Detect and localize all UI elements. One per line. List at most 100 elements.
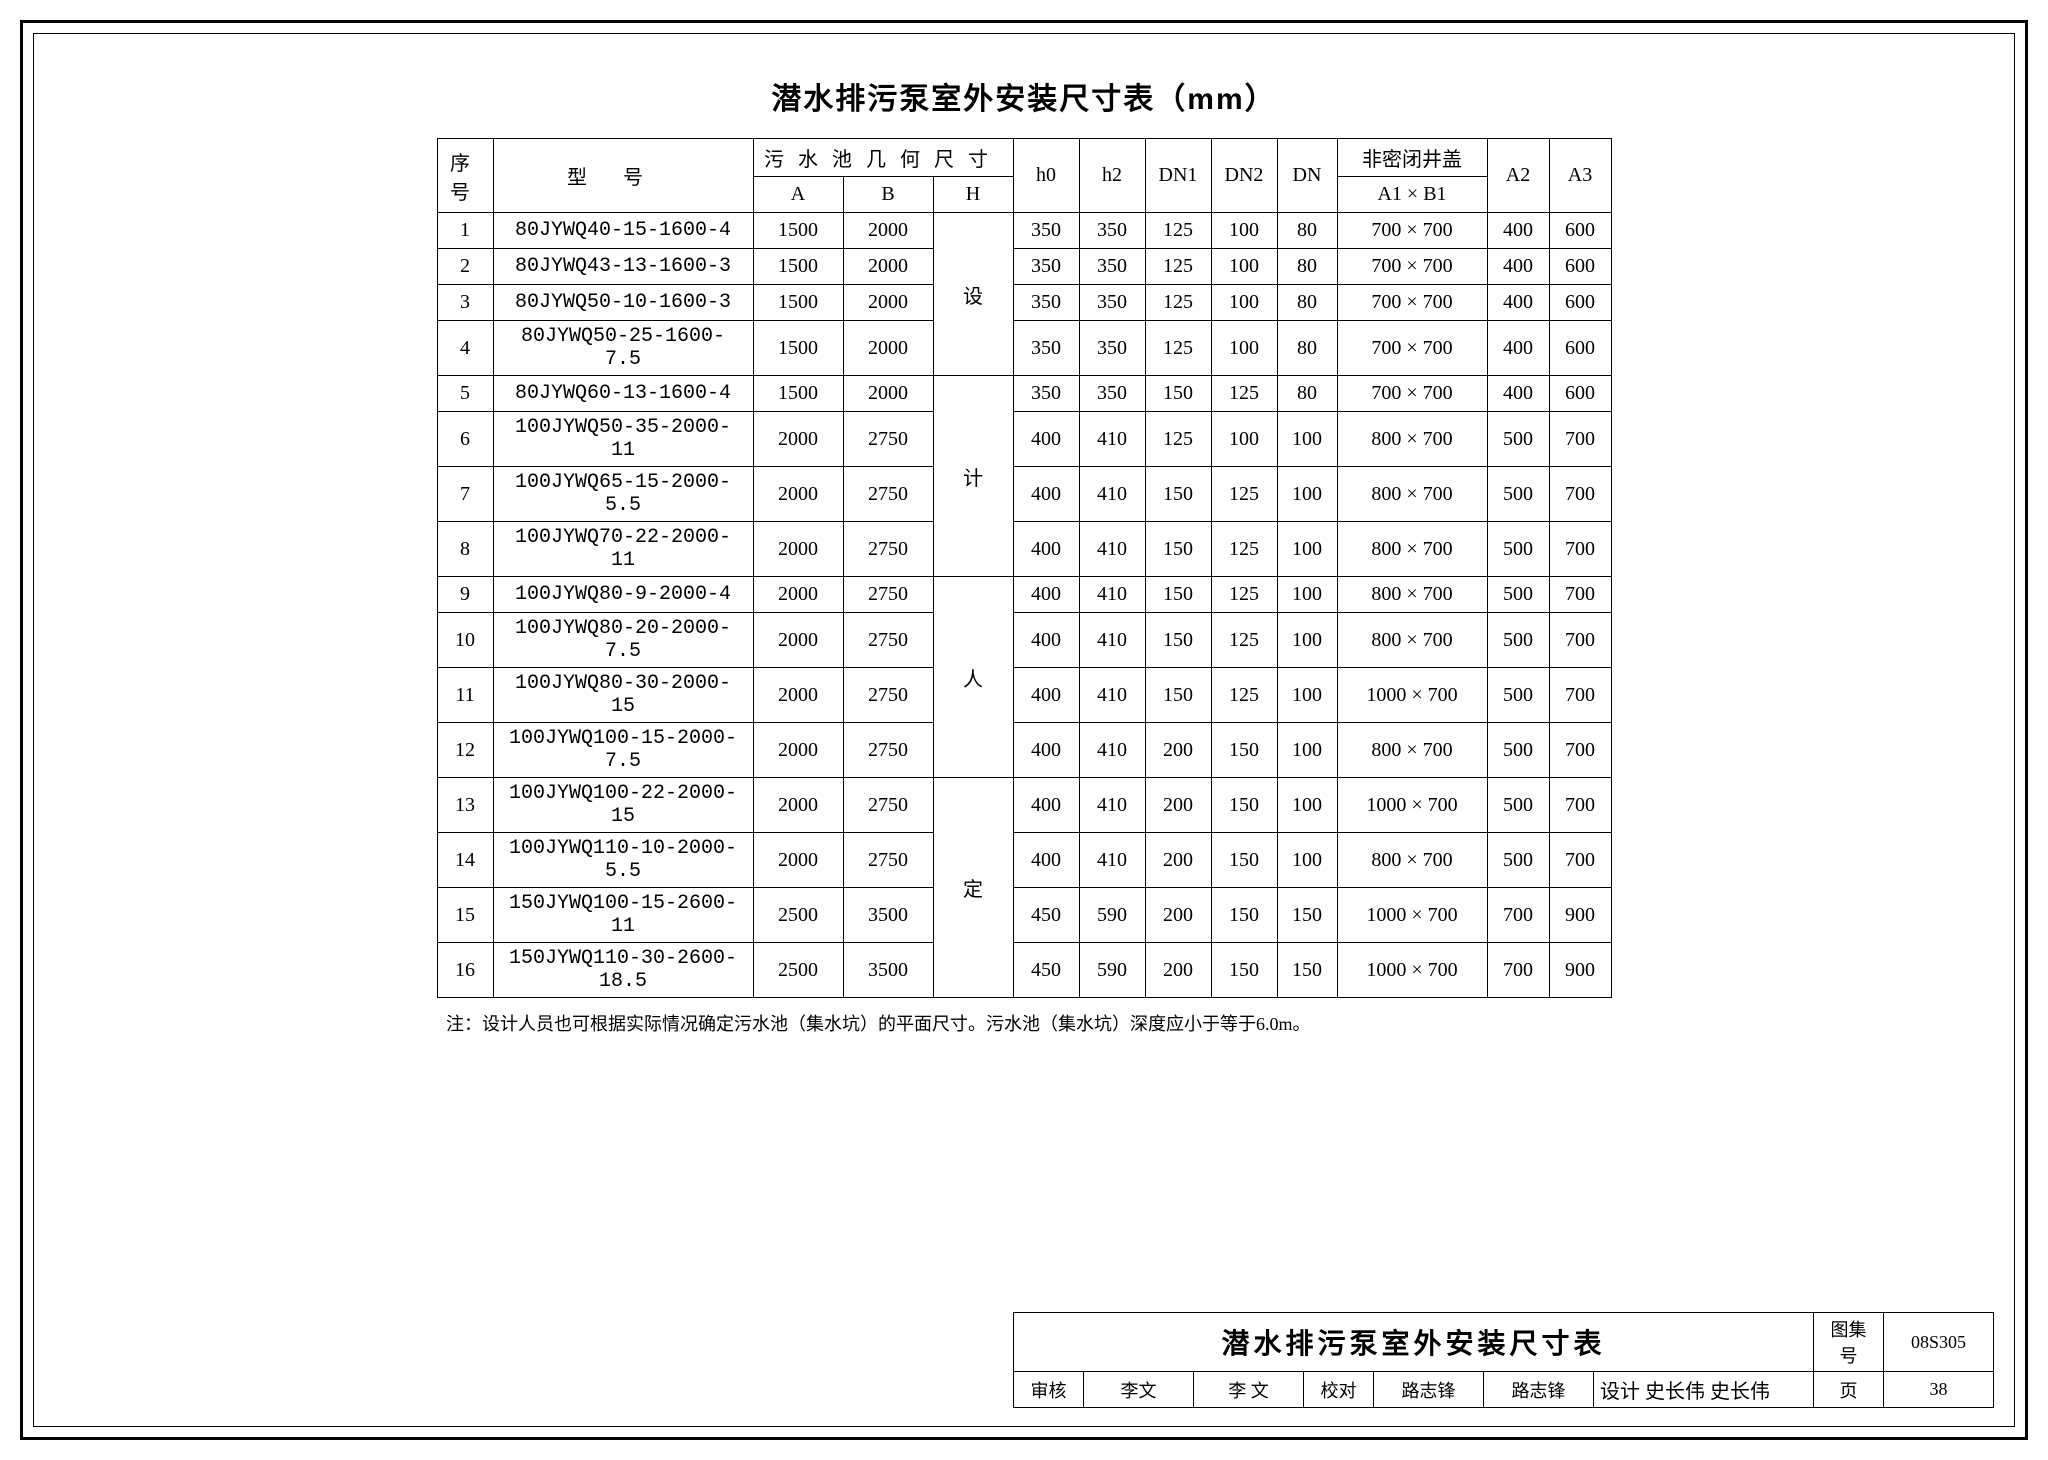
- cell-h0: 400: [1013, 412, 1079, 467]
- col-B: B: [843, 177, 933, 213]
- cell-model: 100JYWQ70-22-2000-11: [493, 522, 753, 577]
- cell-dn: 80: [1277, 249, 1337, 285]
- cell-seq: 15: [437, 888, 493, 943]
- cell-h2: 350: [1079, 249, 1145, 285]
- cell-h0: 350: [1013, 285, 1079, 321]
- cell-A: 2000: [753, 668, 843, 723]
- cell-model: 80JYWQ50-25-1600-7.5: [493, 321, 753, 376]
- cell-dn1: 150: [1145, 376, 1211, 412]
- cell-a2: 500: [1487, 833, 1549, 888]
- cell-seq: 1: [437, 213, 493, 249]
- cell-h2: 410: [1079, 522, 1145, 577]
- cell-h0: 350: [1013, 249, 1079, 285]
- cell-dn2: 125: [1211, 613, 1277, 668]
- cell-A: 2000: [753, 467, 843, 522]
- cell-A: 1500: [753, 213, 843, 249]
- cell-a2: 400: [1487, 249, 1549, 285]
- tb-check-sig: 路志锋: [1484, 1372, 1594, 1408]
- cell-model: 100JYWQ80-9-2000-4: [493, 577, 753, 613]
- cell-dn2: 150: [1211, 833, 1277, 888]
- tb-design-name: 史长伟: [1645, 1381, 1705, 1403]
- tb-check-label: 校对: [1304, 1372, 1374, 1408]
- cell-dn1: 200: [1145, 778, 1211, 833]
- cell-A: 1500: [753, 321, 843, 376]
- cell-dn2: 100: [1211, 412, 1277, 467]
- cell-dn: 100: [1277, 467, 1337, 522]
- dimension-table: 序号 型号 污水池几何尺寸 h0 h2 DN1 DN2 DN 非密闭井盖 A2 …: [437, 138, 1612, 998]
- cell-a2: 500: [1487, 577, 1549, 613]
- cell-a3: 700: [1549, 522, 1611, 577]
- cell-cover: 700 × 700: [1337, 285, 1487, 321]
- cell-dn1: 150: [1145, 613, 1211, 668]
- cell-a2: 400: [1487, 213, 1549, 249]
- col-a3: A3: [1549, 139, 1611, 213]
- cell-dn2: 100: [1211, 213, 1277, 249]
- cell-A: 1500: [753, 249, 843, 285]
- col-model: 型号: [493, 139, 753, 213]
- cell-cover: 700 × 700: [1337, 376, 1487, 412]
- cell-a2: 500: [1487, 412, 1549, 467]
- cell-dn1: 125: [1145, 412, 1211, 467]
- cell-A: 2000: [753, 833, 843, 888]
- table-row: 7100JYWQ65-15-2000-5.5200027504004101501…: [437, 467, 1611, 522]
- cell-B: 2000: [843, 285, 933, 321]
- cell-a3: 700: [1549, 412, 1611, 467]
- cell-B: 2750: [843, 577, 933, 613]
- cell-cover: 1000 × 700: [1337, 668, 1487, 723]
- cell-dn1: 150: [1145, 522, 1211, 577]
- cell-seq: 8: [437, 522, 493, 577]
- cell-B: 2000: [843, 249, 933, 285]
- cell-a2: 500: [1487, 778, 1549, 833]
- cell-dn: 100: [1277, 522, 1337, 577]
- cell-seq: 2: [437, 249, 493, 285]
- cell-h2: 410: [1079, 778, 1145, 833]
- cell-dn1: 125: [1145, 285, 1211, 321]
- cell-h0: 450: [1013, 888, 1079, 943]
- table-row: 480JYWQ50-25-1600-7.51500200035035012510…: [437, 321, 1611, 376]
- col-dn2: DN2: [1211, 139, 1277, 213]
- cell-dn: 100: [1277, 668, 1337, 723]
- cell-B: 3500: [843, 888, 933, 943]
- cell-model: 80JYWQ60-13-1600-4: [493, 376, 753, 412]
- cell-dn2: 150: [1211, 723, 1277, 778]
- cell-dn: 150: [1277, 943, 1337, 998]
- tb-page-label: 页: [1814, 1372, 1884, 1408]
- cell-A: 2500: [753, 888, 843, 943]
- cell-a3: 600: [1549, 213, 1611, 249]
- cell-B: 2750: [843, 522, 933, 577]
- cell-seq: 14: [437, 833, 493, 888]
- cell-h2: 410: [1079, 668, 1145, 723]
- col-A: A: [753, 177, 843, 213]
- cell-dn1: 150: [1145, 467, 1211, 522]
- cell-h0: 400: [1013, 833, 1079, 888]
- cell-H-seg: 设: [933, 213, 1013, 376]
- cell-dn: 100: [1277, 833, 1337, 888]
- cell-a2: 400: [1487, 376, 1549, 412]
- table-row: 12100JYWQ100-15-2000-7.52000275040041020…: [437, 723, 1611, 778]
- cell-seq: 5: [437, 376, 493, 412]
- cell-seq: 10: [437, 613, 493, 668]
- cell-h0: 350: [1013, 376, 1079, 412]
- cell-h2: 350: [1079, 213, 1145, 249]
- cell-a3: 700: [1549, 467, 1611, 522]
- cell-h2: 410: [1079, 723, 1145, 778]
- cell-dn2: 150: [1211, 888, 1277, 943]
- cell-dn: 80: [1277, 213, 1337, 249]
- cell-dn2: 125: [1211, 467, 1277, 522]
- cell-H-seg: 定: [933, 778, 1013, 998]
- cell-a2: 500: [1487, 668, 1549, 723]
- cell-cover: 800 × 700: [1337, 522, 1487, 577]
- cell-A: 2000: [753, 412, 843, 467]
- cell-h0: 350: [1013, 321, 1079, 376]
- cell-A: 2000: [753, 577, 843, 613]
- cell-a3: 900: [1549, 888, 1611, 943]
- tb-set-value: 08S305: [1884, 1313, 1994, 1372]
- cell-A: 2000: [753, 522, 843, 577]
- cell-h2: 410: [1079, 577, 1145, 613]
- tb-check-name: 路志锋: [1374, 1372, 1484, 1408]
- cell-a2: 400: [1487, 285, 1549, 321]
- cell-dn2: 100: [1211, 249, 1277, 285]
- cell-A: 1500: [753, 285, 843, 321]
- cell-dn: 100: [1277, 412, 1337, 467]
- cell-h0: 400: [1013, 668, 1079, 723]
